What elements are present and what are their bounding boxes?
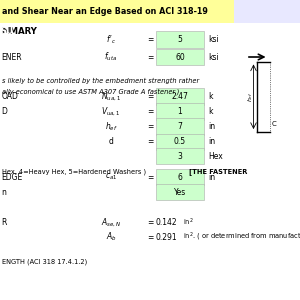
Text: ENER: ENER (2, 53, 22, 62)
Text: $f_{uta}$: $f_{uta}$ (104, 51, 118, 63)
Text: 60: 60 (175, 53, 185, 62)
Text: =: = (147, 218, 153, 227)
Text: $f'_c$: $f'_c$ (106, 34, 116, 46)
Text: ksi: ksi (208, 53, 219, 62)
Text: =: = (147, 233, 153, 242)
Text: D: D (2, 107, 8, 116)
Text: 0.291: 0.291 (156, 233, 178, 242)
Bar (0, 0, 234, 22)
Text: d: d (109, 137, 113, 146)
Text: n: n (2, 188, 6, 197)
Text: in: in (208, 137, 216, 146)
Bar (156, 184, 204, 200)
Text: in$^2$. ( or determined from manufacture's: in$^2$. ( or determined from manufacture… (183, 231, 300, 243)
Text: =: = (147, 107, 153, 116)
Text: Hex, 4=Heavy Hex, 5=Hardened Washers ): Hex, 4=Heavy Hex, 5=Hardened Washers ) (2, 168, 146, 175)
Text: s likely to be controlled by the embedment strength rather: s likely to be controlled by the embedme… (2, 78, 199, 84)
Text: ENGTH (ACI 318 17.4.1.2): ENGTH (ACI 318 17.4.1.2) (2, 258, 87, 265)
Text: MMARY: MMARY (2, 27, 38, 36)
Text: OAD: OAD (2, 92, 18, 101)
Bar (156, 118, 204, 135)
Text: 5: 5 (178, 35, 182, 44)
Text: $A_b$: $A_b$ (106, 231, 116, 243)
Text: k: k (208, 107, 213, 116)
Text: =: = (147, 137, 153, 146)
Text: $h_{ef}$: $h_{ef}$ (246, 92, 255, 102)
Text: EDGE: EDGE (2, 172, 23, 182)
Text: SU: SU (0, 27, 13, 36)
Text: $c_{a1}$: $c_{a1}$ (105, 172, 117, 182)
Text: Yes: Yes (174, 188, 186, 197)
Text: in: in (208, 172, 216, 182)
Text: 1: 1 (178, 107, 182, 116)
Bar (156, 32, 204, 48)
Bar (156, 49, 204, 65)
Text: k: k (208, 92, 213, 101)
Bar (156, 88, 204, 105)
Text: 0.142: 0.142 (156, 218, 178, 227)
Text: Hex: Hex (208, 152, 223, 160)
Text: =: = (147, 172, 153, 182)
Text: R: R (2, 218, 7, 227)
Text: =: = (147, 122, 153, 131)
Text: =: = (147, 53, 153, 62)
Text: 3: 3 (178, 152, 182, 160)
Text: in$^2$: in$^2$ (183, 217, 194, 228)
Text: and Shear Near an Edge Based on ACI 318-19: and Shear Near an Edge Based on ACI 318-… (2, 7, 207, 16)
Text: $h_{ef}$: $h_{ef}$ (105, 121, 117, 133)
Bar (156, 134, 204, 150)
Text: $A_{se,N}$: $A_{se,N}$ (101, 217, 121, 229)
Bar (234, 0, 300, 22)
Text: 0.5: 0.5 (174, 137, 186, 146)
Text: =: = (147, 92, 153, 101)
Bar (156, 148, 204, 164)
Text: ksi: ksi (208, 35, 219, 44)
Text: =: = (147, 35, 153, 44)
Bar (156, 169, 204, 185)
Text: ally economical to use ASTM A307 Grade A fastener.): ally economical to use ASTM A307 Grade A… (2, 88, 179, 95)
Text: 6: 6 (178, 172, 182, 182)
Text: 7: 7 (178, 122, 182, 131)
Text: C: C (272, 122, 277, 128)
Text: $V_{ua,1}$: $V_{ua,1}$ (101, 106, 121, 118)
Text: 2.47: 2.47 (172, 92, 188, 101)
Text: [THE FASTENER: [THE FASTENER (189, 168, 248, 175)
Bar (156, 103, 204, 120)
Text: $N_{ua,1}$: $N_{ua,1}$ (101, 91, 121, 103)
Text: in: in (208, 122, 216, 131)
